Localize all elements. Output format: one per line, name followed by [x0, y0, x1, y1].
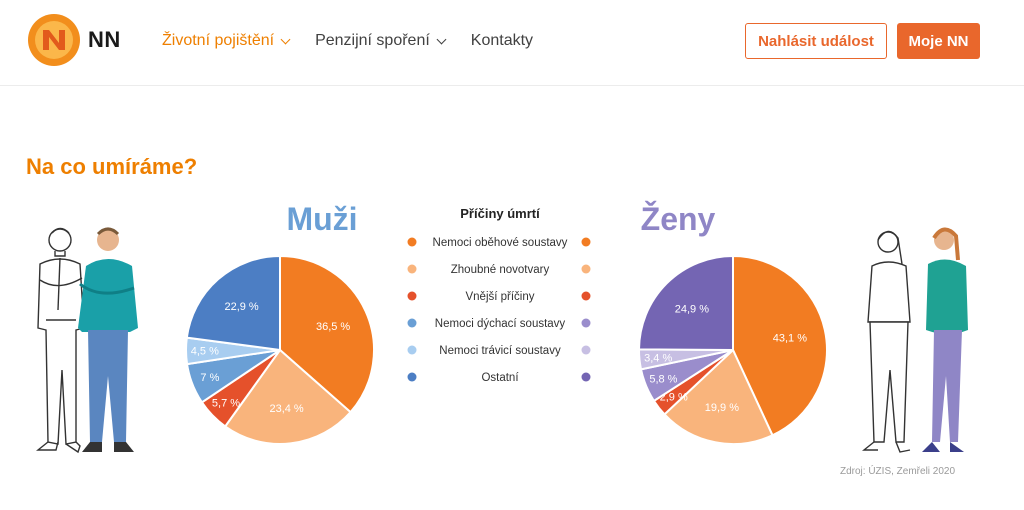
- legend-title: Příčiny úmrtí: [460, 206, 540, 221]
- nav-item-label: Životní pojištění: [162, 32, 275, 49]
- data-label: 36,5 %: [316, 321, 350, 333]
- legend-marker-men: [407, 345, 417, 355]
- women-illustration: [862, 227, 968, 453]
- legend-label: Nemoci dýchací soustavy: [435, 318, 566, 330]
- nav-item-pension-savings[interactable]: Penzijní spoření: [315, 32, 447, 50]
- pie-slice: [637, 254, 734, 352]
- pie-slice: [279, 254, 375, 414]
- top-navigation-bar: NN Životní pojištění Penzijní spoření Ko…: [0, 0, 1024, 86]
- legend-marker-women: [581, 264, 591, 274]
- pie-slice: [185, 254, 281, 352]
- data-label: 19,9 %: [705, 402, 739, 414]
- data-label: 22,9 %: [224, 301, 258, 313]
- chevron-down-icon: [436, 34, 447, 44]
- data-label: 43,1 %: [773, 333, 807, 345]
- legend-marker-women: [581, 372, 591, 382]
- legend-marker-men: [407, 291, 417, 301]
- pie-slice: [732, 254, 828, 437]
- my-nn-button[interactable]: Moje NN: [897, 23, 980, 59]
- legend-marker-women: [581, 237, 591, 247]
- data-label: 23,4 %: [269, 403, 303, 415]
- legend-label: Zhoubné novotvary: [451, 264, 550, 276]
- legend-marker-women: [581, 345, 591, 355]
- men-illustration: [36, 227, 138, 454]
- data-label: 4,5 %: [191, 346, 219, 358]
- data-label: 24,9 %: [675, 304, 709, 316]
- legend-marker-men: [407, 318, 417, 328]
- nn-logo[interactable]: NN: [26, 12, 136, 68]
- chevron-down-icon: [280, 34, 291, 44]
- legend-marker-women: [581, 318, 591, 328]
- legend-marker-men: [407, 264, 417, 274]
- nav-item-contacts[interactable]: Kontakty: [471, 32, 533, 50]
- causes-of-death-infographic: Muži 36,5 % 23,4 % 5,7 % 7 % 4,5 % 22,9 % Ženy 4…: [36, 201, 968, 454]
- legend-label: Nemoci oběhové soustavy: [433, 237, 568, 249]
- legend-label: Vnější příčiny: [465, 291, 534, 303]
- nn-logo-icon: [28, 14, 80, 66]
- nav-item-label: Penzijní spoření: [315, 32, 430, 49]
- legend-label: Nemoci trávicí soustavy: [439, 345, 561, 357]
- logo-text: NN: [88, 27, 121, 52]
- pie-slice: [663, 348, 774, 445]
- data-label: 5,8 %: [649, 374, 677, 386]
- pie-title: Muži: [286, 201, 357, 237]
- legend-marker-men: [407, 372, 417, 382]
- legend-marker-women: [581, 291, 591, 301]
- data-label: 2,9 %: [660, 391, 688, 403]
- section-title: Na co umíráme?: [26, 154, 198, 179]
- pie-title: Ženy: [641, 201, 716, 237]
- data-label: 3,4 %: [644, 353, 672, 365]
- nav-item-life-insurance[interactable]: Životní pojištění: [162, 32, 291, 50]
- report-event-button[interactable]: Nahlásit událost: [745, 23, 887, 59]
- legend-label: Ostatní: [481, 372, 519, 384]
- main-nav: Životní pojištění Penzijní spoření Konta…: [162, 32, 559, 50]
- data-label: 7 %: [200, 372, 219, 384]
- nav-item-label: Kontakty: [470, 32, 534, 49]
- pie-slice: [223, 348, 352, 445]
- legend-marker-men: [407, 237, 417, 247]
- data-label: 5,7 %: [212, 397, 240, 409]
- source-note: Zdroj: ÚZIS, Zemřeli 2020: [840, 466, 956, 477]
